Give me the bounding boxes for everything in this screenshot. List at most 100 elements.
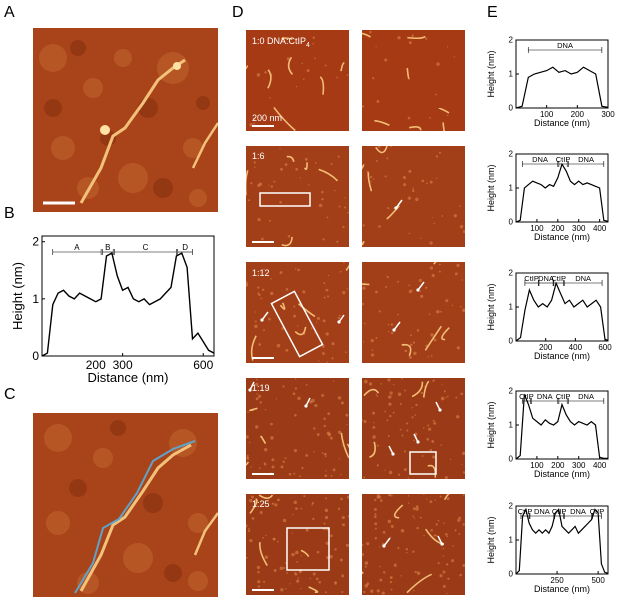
y-tick-label: 2 bbox=[509, 269, 514, 278]
profile-plot-e3: 0 1 2 200 400 600 Distance (nm) Height (nm) CtIP… bbox=[486, 267, 614, 367]
y-axis-label: Height (nm) bbox=[486, 516, 496, 563]
afm-image-c bbox=[33, 413, 218, 597]
x-tick-label: 300 bbox=[113, 358, 133, 372]
afm-tile-r2-c2 bbox=[362, 146, 465, 247]
segment-label: DNA bbox=[538, 274, 554, 283]
scale-bar-label: 200 nm bbox=[252, 113, 283, 123]
x-tick-label: 400 bbox=[593, 224, 607, 233]
y-tick-label: 1 bbox=[509, 70, 514, 79]
profile-line bbox=[515, 394, 608, 460]
x-tick-label: 600 bbox=[193, 358, 213, 372]
x-tick-label: 100 bbox=[540, 110, 554, 119]
segment-label: A bbox=[74, 243, 80, 252]
afm-image-c-graphic bbox=[33, 413, 218, 597]
x-tick-label: 300 bbox=[572, 224, 586, 233]
y-axis-label: Height (nm) bbox=[10, 262, 25, 330]
segment-label: CtIP bbox=[519, 392, 534, 401]
y-axis-label: Height (nm) bbox=[486, 283, 496, 330]
afm-tile-r2-c1 bbox=[246, 146, 349, 247]
x-tick-label: 250 bbox=[550, 576, 564, 585]
x-axis-label: Distance (nm) bbox=[88, 370, 169, 385]
y-tick-label: 2 bbox=[32, 235, 39, 249]
ratio-label-1: 1:0 DNA:CtIP4 bbox=[252, 36, 310, 49]
x-tick-label: 200 bbox=[551, 224, 565, 233]
segment-label: DNA bbox=[575, 274, 591, 283]
y-tick-label: 0 bbox=[509, 337, 514, 346]
panel-letter-e: E bbox=[487, 4, 498, 21]
x-tick-label: 100 bbox=[530, 461, 544, 470]
afm-tile-graphic bbox=[362, 378, 465, 479]
afm-image-a bbox=[33, 28, 218, 212]
x-tick-label: 400 bbox=[569, 343, 583, 352]
y-tick-label: 1 bbox=[32, 292, 39, 306]
panel-letter-d: D bbox=[232, 4, 244, 21]
panel-letter-b: B bbox=[4, 205, 15, 222]
x-axis-label: Distance (nm) bbox=[534, 351, 590, 361]
afm-tile-graphic bbox=[246, 262, 349, 363]
profile-line bbox=[515, 281, 609, 342]
ratio-label-2: 1:6 bbox=[252, 151, 265, 161]
y-axis-label: Height (nm) bbox=[486, 401, 496, 448]
afm-tile-r5-c2 bbox=[362, 494, 465, 595]
segment-label: DNA bbox=[532, 155, 548, 164]
x-tick-label: 300 bbox=[601, 110, 615, 119]
afm-tile-graphic bbox=[362, 30, 465, 131]
segment-label: D bbox=[182, 243, 188, 252]
afm-tile-graphic bbox=[246, 146, 349, 247]
y-tick-label: 0 bbox=[509, 570, 514, 579]
profile-plot-e1: 0 1 2 100 200 300 Distance (nm) Height (nm) DNA bbox=[486, 34, 615, 134]
afm-tile-graphic bbox=[362, 262, 465, 363]
segment-label: DNA bbox=[534, 507, 550, 516]
profile-line bbox=[515, 66, 609, 109]
segment-label: CtIP bbox=[524, 274, 539, 283]
afm-tile-graphic bbox=[362, 146, 465, 247]
segment-label: CtIP bbox=[551, 274, 566, 283]
profile-line bbox=[41, 252, 215, 357]
segment-label: C bbox=[143, 243, 149, 252]
profile-plot-e1-svg: 0 1 2 100 200 300 Distance (nm) Height (nm) DNA bbox=[486, 36, 615, 128]
afm-tile-r1-c1 bbox=[246, 30, 349, 131]
segment-label: DNA bbox=[537, 392, 553, 401]
segment-label: DNA bbox=[570, 507, 586, 516]
x-axis-label: Distance (nm) bbox=[534, 118, 590, 128]
afm-tile-r4-c1 bbox=[246, 378, 349, 479]
afm-tile-r3-c2 bbox=[362, 262, 465, 363]
x-tick-label: 600 bbox=[598, 343, 612, 352]
y-tick-label: 0 bbox=[509, 455, 514, 464]
y-axis-label: Height (nm) bbox=[486, 164, 496, 211]
segment-label: CtIP bbox=[518, 507, 533, 516]
x-tick-label: 200 bbox=[571, 110, 585, 119]
profile-plot-e2: 0 1 2 100 200 300 400 Distance (nm) Height (nm) D… bbox=[486, 148, 614, 248]
segment-label: CtIP bbox=[556, 392, 571, 401]
y-tick-label: 2 bbox=[509, 36, 514, 45]
profile-plot-b: 0 1 2 300 600 Distance (nm) Height (nm) A B C D 200 bbox=[10, 228, 222, 385]
plot-frame bbox=[41, 235, 215, 357]
y-tick-label: 2 bbox=[509, 387, 514, 396]
segment-label: DNA bbox=[557, 41, 573, 50]
profile-plot-b-svg: 0 1 2 300 600 Distance (nm) Height (nm) A B C D 200 bbox=[10, 235, 215, 385]
y-tick-label: 1 bbox=[509, 536, 514, 545]
afm-tile-r5-c1 bbox=[246, 494, 349, 595]
profile-plot-e4: 0 1 2 100 200 300 400 Distance (nm) Height (nm) C… bbox=[486, 385, 614, 485]
ratio-label-4: 1:19 bbox=[252, 383, 270, 393]
x-tick-label: 300 bbox=[572, 461, 586, 470]
x-tick-label: 500 bbox=[591, 576, 605, 585]
y-axis-label: Height (nm) bbox=[486, 50, 496, 97]
segment-label: DNA bbox=[578, 155, 594, 164]
y-tick-label: 0 bbox=[509, 218, 514, 227]
y-tick-label: 0 bbox=[509, 104, 514, 113]
afm-tile-graphic bbox=[362, 494, 465, 595]
segment-label: B bbox=[105, 243, 110, 252]
panel-letter-a: A bbox=[4, 4, 15, 21]
afm-tile-graphic bbox=[246, 494, 349, 595]
y-tick-label: 1 bbox=[509, 421, 514, 430]
segment-label: DNA bbox=[578, 392, 594, 401]
x-tick-label: 200 bbox=[539, 343, 553, 352]
y-tick-label: 0 bbox=[32, 349, 39, 363]
afm-tile-r3-c1 bbox=[246, 262, 349, 363]
x-axis-label: Distance (nm) bbox=[534, 232, 590, 242]
x-axis-label: Distance (nm) bbox=[534, 469, 590, 479]
y-tick-label: 2 bbox=[509, 150, 514, 159]
